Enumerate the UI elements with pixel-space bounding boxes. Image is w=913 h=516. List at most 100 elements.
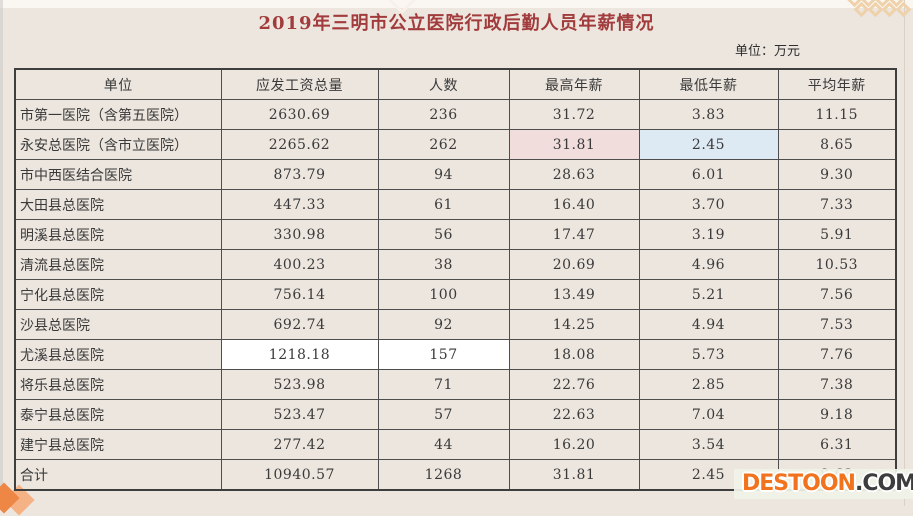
hospital-name-cell: 市第一医院（含第五医院）	[14, 99, 222, 130]
table-cell: 92	[377, 309, 510, 340]
table-row: 尤溪县总医院 1218.18 157 18.08 5.73 7.76	[14, 339, 897, 370]
table-row: 市中西医结合医院 873.79 94 28.63 6.01 9.30	[14, 159, 897, 190]
table-cell: 5.73	[638, 339, 779, 370]
table-cell: 20.69	[508, 249, 640, 280]
hospital-name-cell: 沙县总医院	[14, 309, 222, 340]
table-cell: 3.70	[638, 189, 779, 220]
table-cell: 13.49	[508, 279, 640, 310]
table-cell: 56	[377, 219, 510, 250]
table-cell: 277.42	[220, 429, 379, 460]
table-cell: 16.40	[508, 189, 640, 220]
table-row: 市第一医院（含第五医院） 2630.69 236 31.72 3.83 11.1…	[14, 99, 897, 130]
table-cell: 7.53	[777, 309, 897, 340]
table-cell: 447.33	[220, 189, 379, 220]
table-cell: 692.74	[220, 309, 379, 340]
table-cell: 9.18	[777, 399, 897, 430]
table-cell: 873.79	[220, 159, 379, 190]
table-row: 大田县总医院 447.33 61 16.40 3.70 7.33	[14, 189, 897, 220]
table-cell: 400.23	[220, 249, 379, 280]
hospital-name-cell: 宁化县总医院	[14, 279, 222, 310]
table-row: 宁化县总医院 756.14 100 13.49 5.21 7.56	[14, 279, 897, 310]
table-cell: 7.04	[638, 399, 779, 430]
table-cell: 7.33	[777, 189, 897, 220]
table-row: 明溪县总医院 330.98 56 17.47 3.19 5.91	[14, 219, 897, 250]
header-row: 单位 应发工资总量 人数 最高年薪 最低年薪 平均年薪	[14, 68, 897, 100]
table-cell: 2630.69	[220, 99, 379, 130]
column-header-total-wages: 应发工资总量	[220, 68, 379, 100]
hospital-name-cell: 泰宁县总医院	[14, 399, 222, 430]
table-cell: 38	[377, 249, 510, 280]
table-cell: 6.31	[777, 429, 897, 460]
table-cell: 5.21	[638, 279, 779, 310]
hospital-name-cell: 永安总医院（含市立医院）	[14, 129, 222, 160]
table-cell: 8.65	[777, 129, 897, 160]
table-row: 清流县总医院 400.23 38 20.69 4.96 10.53	[14, 249, 897, 280]
table-cell: 71	[377, 369, 510, 400]
table-row: 沙县总医院 692.74 92 14.25 4.94 7.53	[14, 309, 897, 340]
page-title: 2019年三明市公立医院行政后勤人员年薪情况	[258, 13, 655, 34]
highlighted-headcount-cell: 157	[377, 339, 510, 370]
table-cell: 14.25	[508, 309, 640, 340]
table-cell: 16.20	[508, 429, 640, 460]
table-cell: 22.63	[508, 399, 640, 430]
table-cell: 28.63	[508, 159, 640, 190]
column-header-unit: 单位	[14, 68, 222, 100]
table-cell: 330.98	[220, 219, 379, 250]
highlighted-wages-cell: 1218.18	[220, 339, 379, 370]
table-cell: 61	[377, 189, 510, 220]
hospital-name-cell: 明溪县总医院	[14, 219, 222, 250]
salary-table: 单位 应发工资总量 人数 最高年薪 最低年薪 平均年薪 市第一医院（含第五医院）…	[14, 68, 897, 491]
watermark-brand-text: DESTOON	[742, 471, 856, 496]
table-cell: 11.15	[777, 99, 897, 130]
destoon-watermark: DESTOON .COM	[734, 469, 913, 499]
table-cell: 4.96	[638, 249, 779, 280]
table-cell: 7.76	[777, 339, 897, 370]
table-cell: 1268	[377, 459, 510, 491]
watermark-suffix-text: .COM	[854, 471, 913, 496]
table-cell: 6.01	[638, 159, 779, 190]
table-cell: 9.30	[777, 159, 897, 190]
table-cell: 523.98	[220, 369, 379, 400]
table-cell: 100	[377, 279, 510, 310]
table-cell: 2.85	[638, 369, 779, 400]
unit-label: 单位：万元	[734, 44, 800, 59]
column-header-avg-salary: 平均年薪	[777, 68, 897, 100]
table-cell: 7.38	[777, 369, 897, 400]
table-cell: 3.54	[638, 429, 779, 460]
page-left-edge	[0, 0, 3, 506]
table-cell: 94	[377, 159, 510, 190]
table-cell: 57	[377, 399, 510, 430]
table-cell: 17.47	[508, 219, 640, 250]
table-cell: 18.08	[508, 339, 640, 370]
table-cell: 756.14	[220, 279, 379, 310]
table-cell: 10.53	[777, 249, 897, 280]
hospital-name-cell: 清流县总医院	[14, 249, 222, 280]
table-cell: 5.91	[777, 219, 897, 250]
hospital-name-cell: 大田县总医院	[14, 189, 222, 220]
hospital-name-cell: 建宁县总医院	[14, 429, 222, 460]
hospital-name-cell: 尤溪县总医院	[14, 339, 222, 370]
highlighted-min-salary-cell: 2.45	[638, 129, 779, 160]
table-cell: 31.72	[508, 99, 640, 130]
hospital-name-cell: 将乐县总医院	[14, 369, 222, 400]
table-cell: 4.94	[638, 309, 779, 340]
table-cell: 262	[377, 129, 510, 160]
table-cell: 7.56	[777, 279, 897, 310]
highlighted-max-salary-cell: 31.81	[508, 129, 640, 160]
table-cell: 3.83	[638, 99, 779, 130]
table-cell: 10940.57	[220, 459, 379, 491]
page-top-band	[0, 0, 913, 8]
table-row: 建宁县总医院 277.42 44 16.20 3.54 6.31	[14, 429, 897, 460]
table-cell: 44	[377, 429, 510, 460]
total-label-cell: 合计	[14, 459, 222, 491]
column-header-headcount: 人数	[377, 68, 510, 100]
table-cell: 523.47	[220, 399, 379, 430]
table-cell: 31.81	[508, 459, 640, 491]
column-header-min-salary: 最低年薪	[638, 68, 779, 100]
hospital-name-cell: 市中西医结合医院	[14, 159, 222, 190]
total-row: 合计 10940.57 1268 31.81 2.45 8.63	[14, 459, 897, 491]
table-cell: 3.19	[638, 219, 779, 250]
table-row: 泰宁县总医院 523.47 57 22.63 7.04 9.18	[14, 399, 897, 430]
table-row: 将乐县总医院 523.98 71 22.76 2.85 7.38	[14, 369, 897, 400]
table-cell: 22.76	[508, 369, 640, 400]
